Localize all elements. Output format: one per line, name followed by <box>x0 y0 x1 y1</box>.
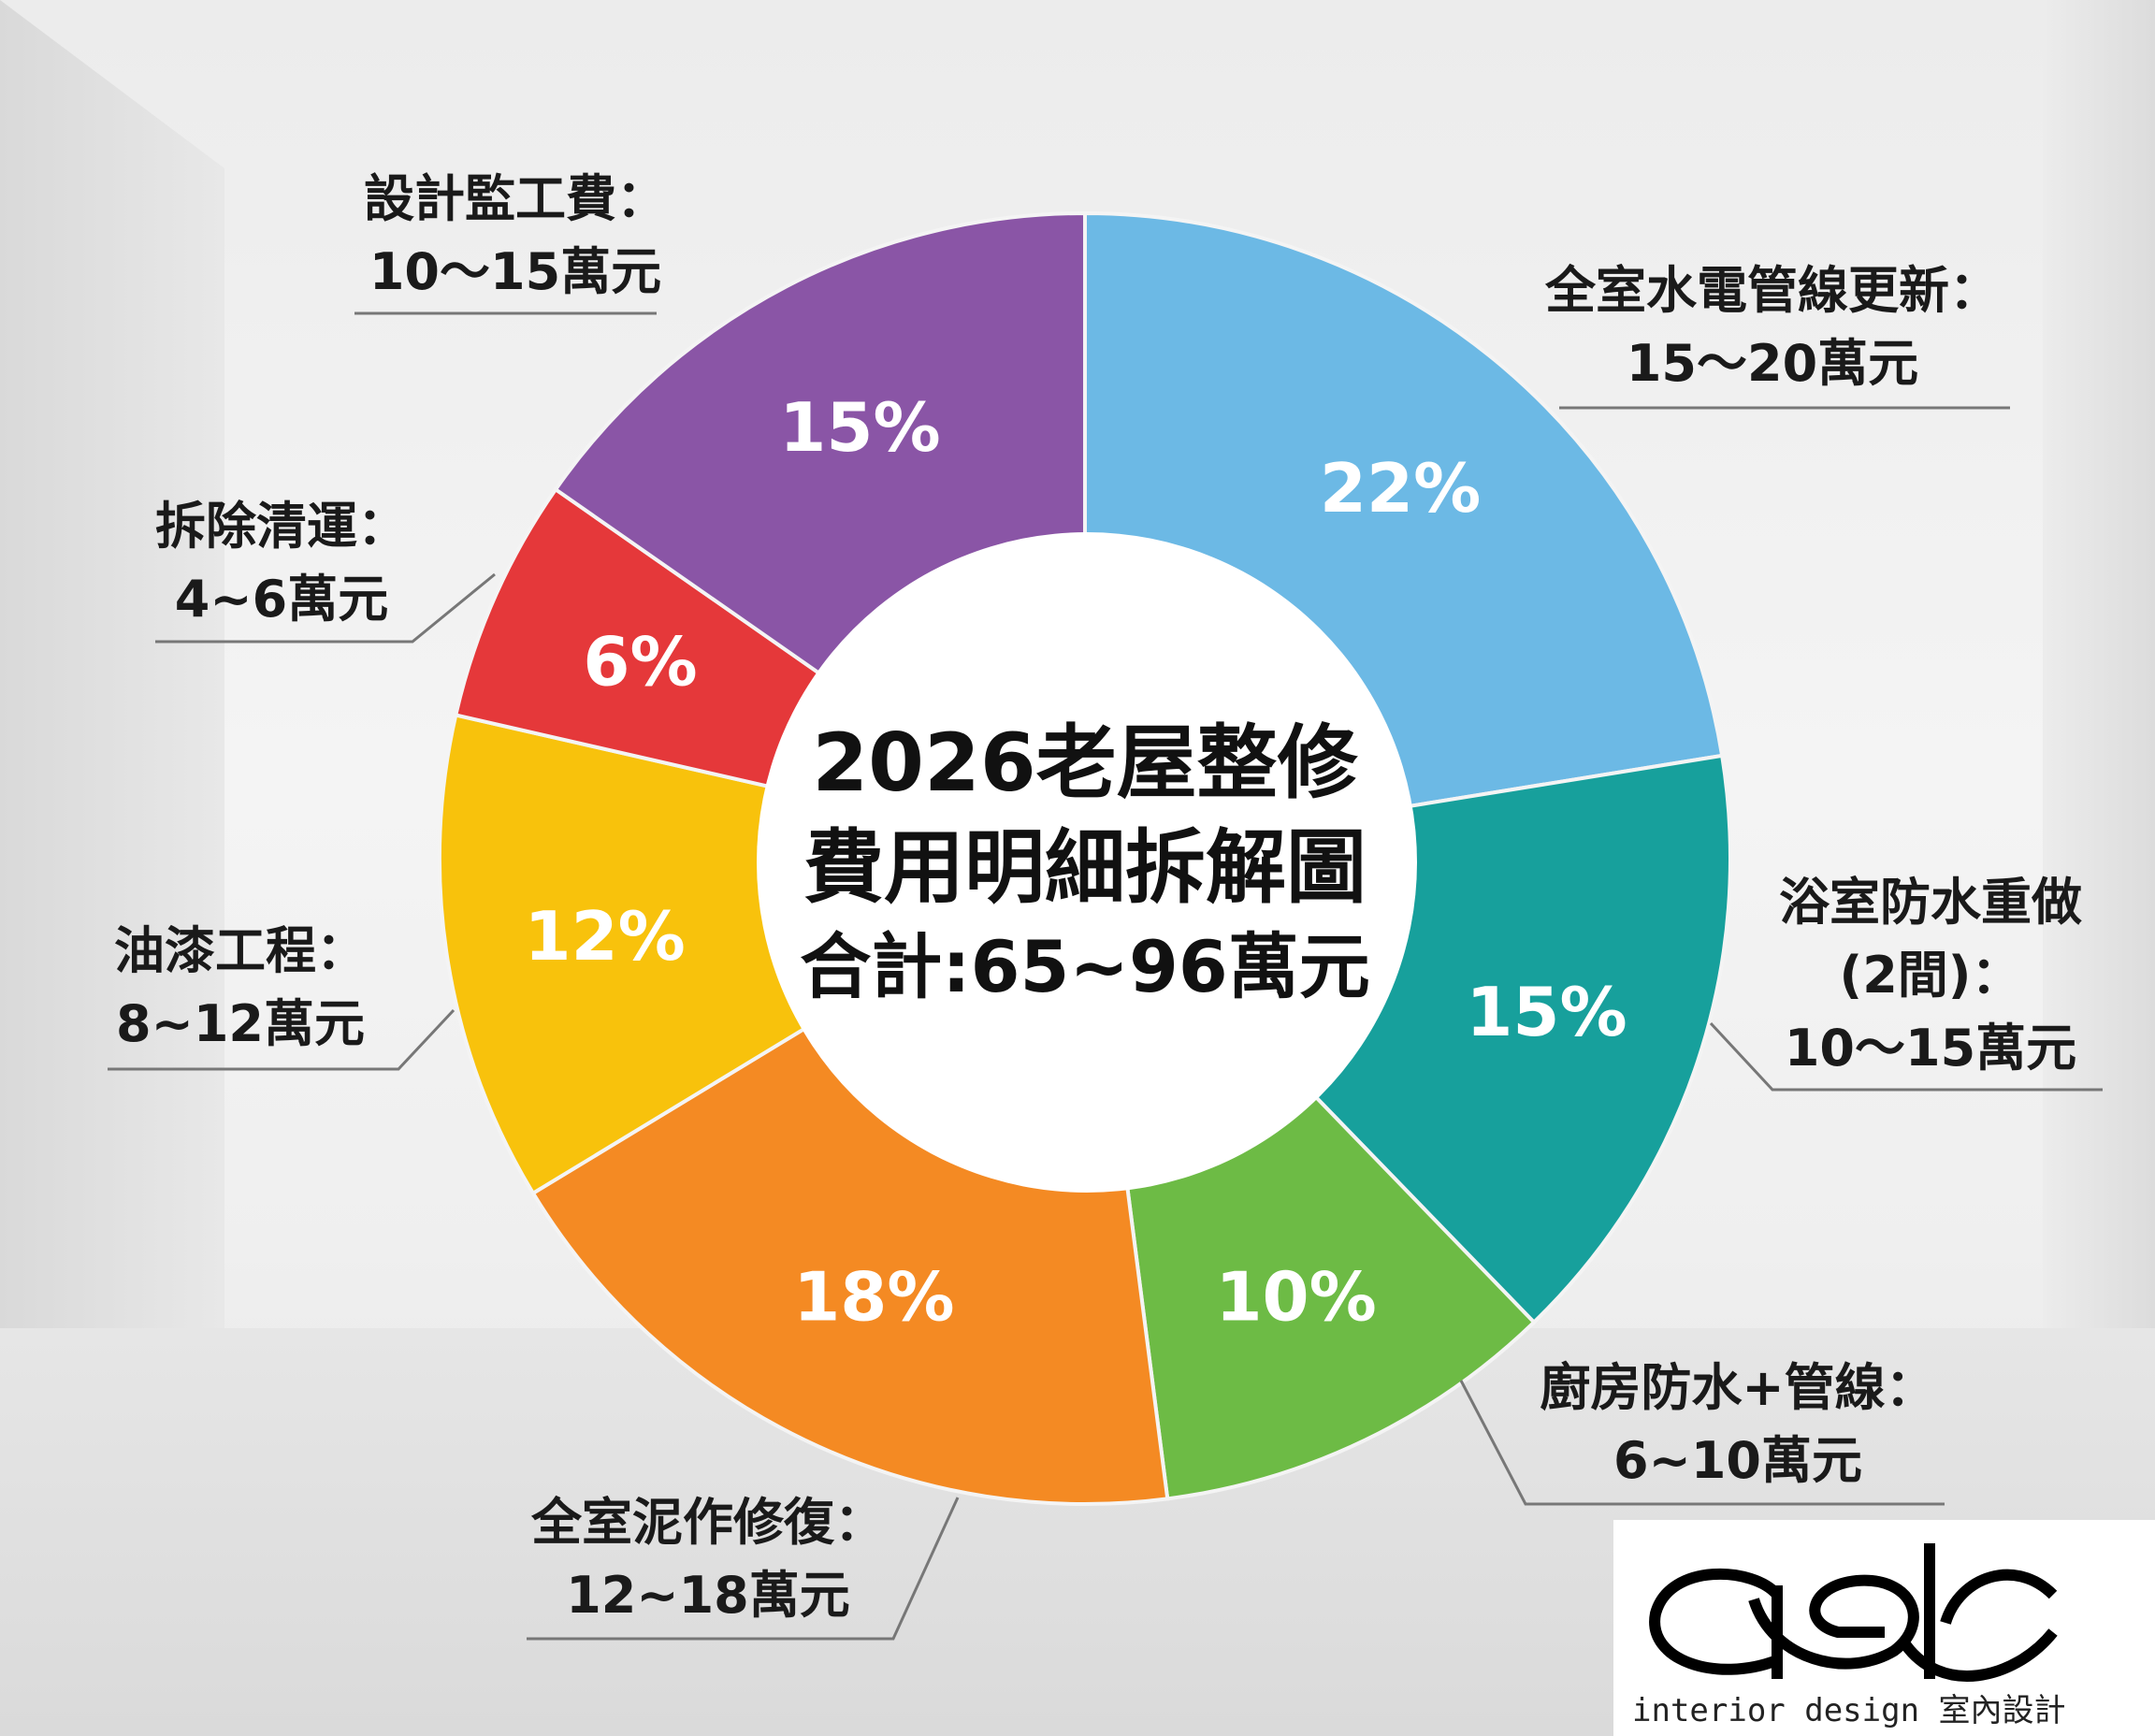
slice-value-label-2: 10% <box>1215 1258 1376 1337</box>
slice-value-label-5: 6% <box>583 623 697 702</box>
annotation-category: 全室泥作修復： <box>531 1493 885 1552</box>
annotation-painting: 油漆工程： 8~12萬元 <box>114 915 367 1061</box>
slice-value-label-3: 18% <box>793 1258 954 1337</box>
annotation-cost: 12~18萬元 <box>566 1566 850 1625</box>
annotation-category: 油漆工程： <box>114 921 367 980</box>
annotation-cost: 10～15萬元 <box>369 242 662 301</box>
slice-value-label-4: 12% <box>524 897 685 976</box>
annotation-category: 廚房防水+管線： <box>1540 1358 1936 1417</box>
room-left-wall <box>0 0 224 1403</box>
annotation-category: 設計監工費： <box>364 169 667 228</box>
annotation-cost: 15～20萬元 <box>1626 334 1919 393</box>
leader-line-bathroom <box>1709 1021 2103 1092</box>
annotation-bathroom: 浴室防水重做 (2間)： 10～15萬元 <box>1779 866 2082 1085</box>
annotation-category-note: (2間)： <box>1839 946 2022 1005</box>
annotation-cost: 8~12萬元 <box>116 994 365 1053</box>
chart-total: 合計:65~96萬元 <box>800 925 1370 1008</box>
annotation-category: 拆除清運： <box>155 497 408 556</box>
chart-center-title: 2026老屋整修 費用明細拆解圖 合計:65~96萬元 <box>800 711 1370 1014</box>
room-right-wall <box>2043 0 2155 1403</box>
chart-subtitle: 費用明細拆解圖 <box>803 821 1367 915</box>
annotation-masonry: 全室泥作修復： 12~18萬元 <box>531 1486 885 1632</box>
donut-hole <box>757 532 1417 1193</box>
leader-line-demolition <box>155 572 496 644</box>
leader-line-masonry <box>527 1497 960 1641</box>
annotation-cost: 4~6萬元 <box>174 570 389 629</box>
company-logo: interior design 室內設計 <box>1613 1520 2155 1736</box>
logo-tagline: interior design 室內設計 <box>1632 1692 2066 1729</box>
annotation-plumbing: 全室水電管線更新： 15～20萬元 <box>1545 254 2000 400</box>
annotation-category: 浴室防水重做 <box>1779 873 2082 932</box>
slice-value-label-6: 15% <box>779 388 940 467</box>
annotation-kitchen: 廚房防水+管線： 6~10萬元 <box>1540 1352 1935 1497</box>
annotation-cost: 6~10萬元 <box>1613 1431 1862 1490</box>
logo-mark <box>1649 1543 2058 1682</box>
leader-line-painting <box>108 1008 456 1071</box>
chart-title: 2026老屋整修 <box>812 716 1358 810</box>
leader-line-kitchen <box>1459 1380 1945 1506</box>
annotation-demolition: 拆除清運： 4~6萬元 <box>155 490 408 636</box>
slice-value-label-1: 15% <box>1466 973 1627 1051</box>
annotation-cost: 10～15萬元 <box>1784 1019 2077 1078</box>
slice-value-label-0: 22% <box>1320 449 1481 528</box>
annotation-design: 設計監工費： 10～15萬元 <box>364 163 667 309</box>
annotation-category: 全室水電管線更新： <box>1545 261 2000 320</box>
